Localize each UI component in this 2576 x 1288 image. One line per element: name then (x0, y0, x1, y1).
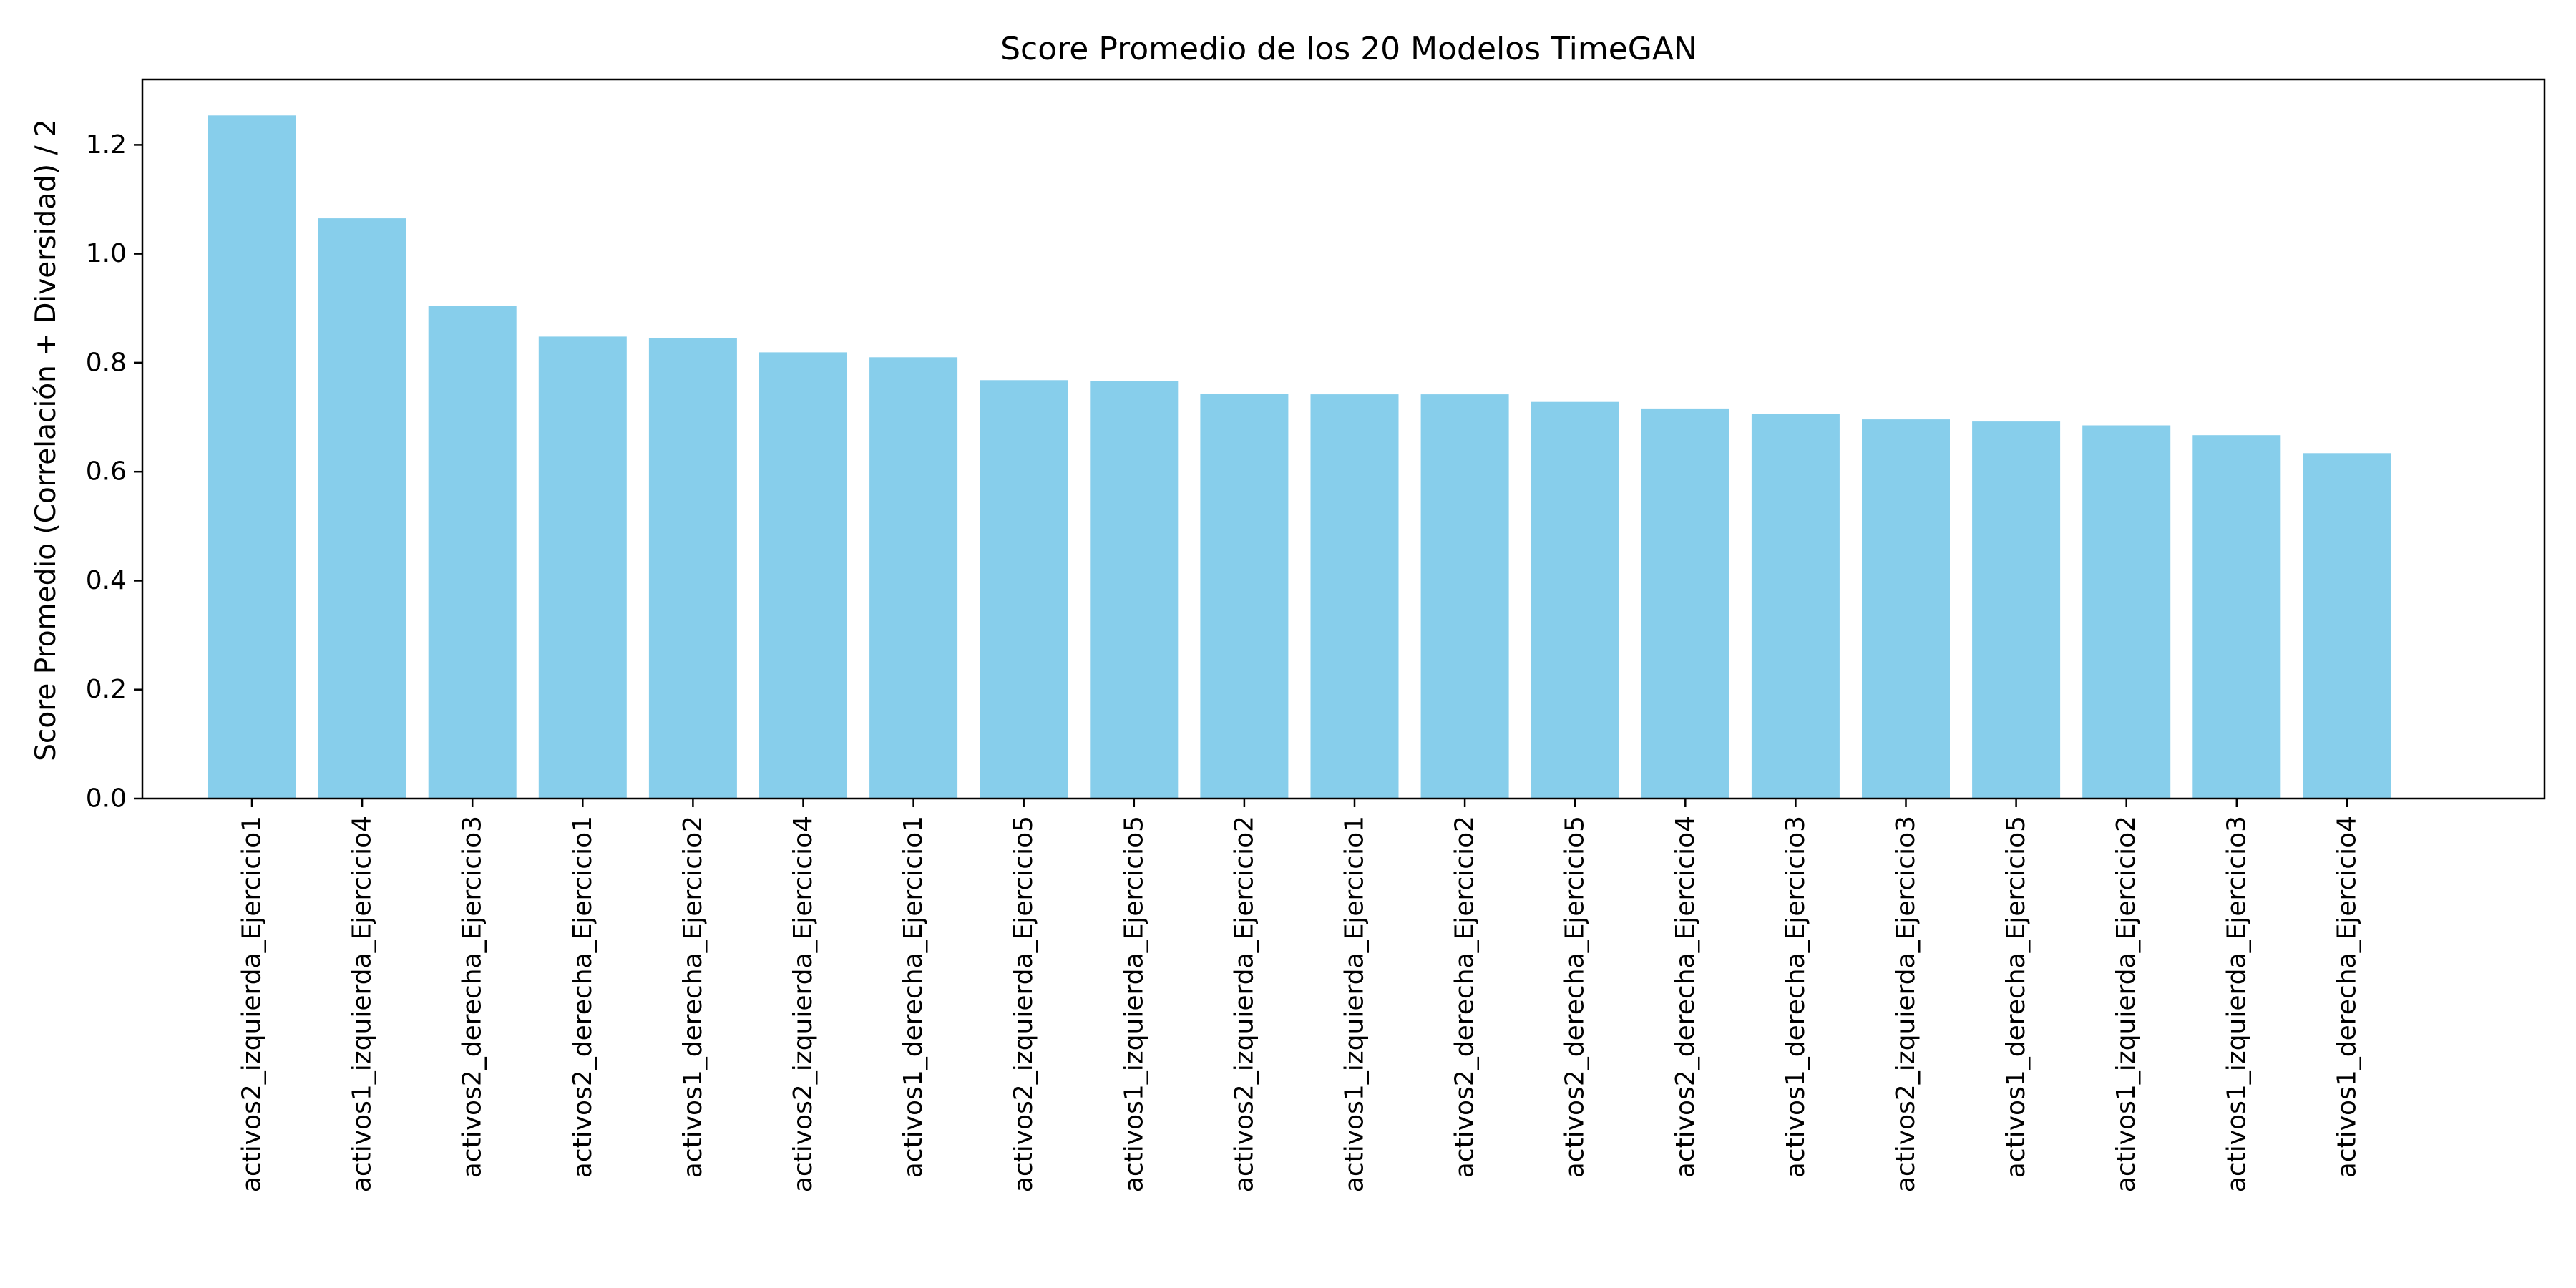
x-tick-label: activos1_derecha_Ejercicio4 (2332, 816, 2361, 1178)
y-tick-label: 0.6 (86, 457, 127, 487)
bar (1751, 414, 1840, 799)
x-tick-label: activos2_izquierda_Ejercicio4 (789, 816, 818, 1192)
x-tick-label: activos1_derecha_Ejercicio2 (678, 816, 708, 1178)
bar (2082, 425, 2171, 799)
x-tick-label: activos2_derecha_Ejercicio5 (1561, 816, 1590, 1178)
bar (648, 338, 737, 799)
bar (1310, 394, 1399, 799)
x-axis-ticks: activos2_izquierda_Ejercicio1 activos1_iz… (238, 799, 2361, 1192)
y-tick-label: 1.2 (86, 130, 127, 160)
bar (759, 352, 847, 799)
bar (208, 115, 296, 799)
y-tick-label: 1.0 (86, 239, 127, 268)
x-tick-label: activos2_izquierda_Ejercicio3 (1891, 816, 1921, 1192)
x-tick-label: activos1_izquierda_Ejercicio4 (348, 816, 377, 1192)
y-tick-label: 0.0 (86, 784, 127, 814)
bar (2303, 453, 2391, 799)
x-tick-label: activos2_derecha_Ejercicio4 (1671, 816, 1700, 1178)
bar (1862, 419, 1950, 799)
x-tick-label: activos1_derecha_Ejercicio3 (1781, 816, 1810, 1178)
y-tick-label: 0.4 (86, 566, 127, 595)
x-tick-label: activos2_derecha_Ejercicio2 (1450, 816, 1480, 1178)
bar (1200, 394, 1289, 799)
bar (318, 218, 406, 799)
y-axis-label: Score Promedio (Correlación + Diversidad… (30, 119, 62, 761)
x-tick-label: activos1_derecha_Ejercicio5 (2001, 816, 2031, 1178)
bar (1531, 401, 1619, 799)
x-tick-label: activos1_izquierda_Ejercicio5 (1119, 816, 1148, 1192)
bars (208, 115, 2391, 799)
x-tick-label: activos1_izquierda_Ejercicio2 (2112, 816, 2141, 1192)
x-tick-label: activos1_izquierda_Ejercicio1 (1340, 816, 1370, 1192)
bar (869, 357, 958, 799)
bar (1420, 394, 1509, 799)
x-tick-label: activos1_derecha_Ejercicio1 (899, 816, 928, 1178)
chart-title: Score Promedio de los 20 Modelos TimeGAN (1000, 31, 1697, 67)
x-tick-label: activos2_izquierda_Ejercicio1 (238, 816, 267, 1192)
bar (980, 380, 1068, 799)
x-tick-label: activos2_izquierda_Ejercicio2 (1229, 816, 1259, 1192)
y-tick-label: 0.2 (86, 675, 127, 704)
bar (2192, 435, 2281, 799)
plot-frame (141, 78, 2546, 800)
x-tick-label: activos2_izquierda_Ejercicio5 (1009, 816, 1038, 1192)
bar (1972, 421, 2061, 799)
x-tick-label: activos2_derecha_Ejercicio1 (568, 816, 597, 1178)
bar (428, 306, 517, 799)
y-axis-ticks: 0.0 0.2 0.4 0.6 0.8 1.0 1.2 (86, 130, 142, 814)
y-tick-label: 0.8 (86, 348, 127, 377)
bar (1090, 381, 1179, 799)
bar (538, 336, 627, 799)
x-tick-label: activos1_izquierda_Ejercicio3 (2222, 816, 2251, 1192)
x-tick-label: activos2_derecha_Ejercicio3 (458, 816, 487, 1178)
bar (1641, 408, 1729, 799)
